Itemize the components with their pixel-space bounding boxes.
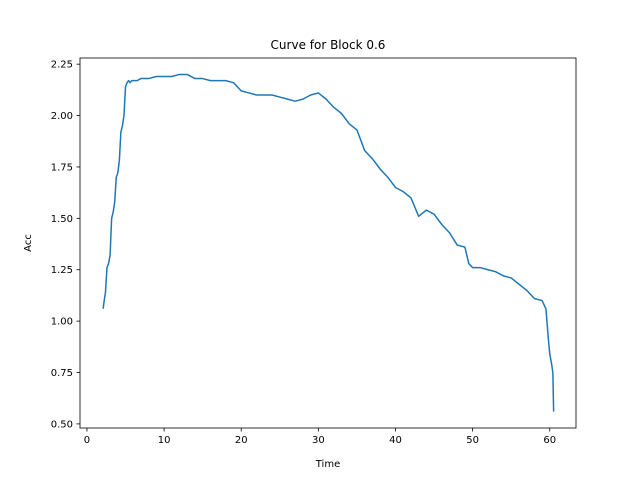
series-line xyxy=(102,73,555,412)
y-tick-label: 1.00 xyxy=(51,317,73,328)
y-axis-label: Acc xyxy=(23,234,34,252)
x-tick-label: 20 xyxy=(235,435,248,446)
y-tick-label: 2.25 xyxy=(51,60,73,71)
plot-frame xyxy=(79,57,577,429)
y-tick-label: 1.25 xyxy=(51,265,73,276)
x-tick-label: 40 xyxy=(389,435,402,446)
series-layer xyxy=(102,73,555,412)
x-tick-label: 50 xyxy=(466,435,479,446)
y-tick-label: 2.00 xyxy=(51,111,73,122)
x-tick-label: 30 xyxy=(312,435,325,446)
x-axis-label: Time xyxy=(315,459,340,470)
chart-title: Curve for Block 0.6 xyxy=(271,38,386,52)
y-tick-label: 1.75 xyxy=(51,162,73,173)
y-tick-label: 0.75 xyxy=(51,368,73,379)
x-tick-label: 0 xyxy=(84,435,90,446)
ticks-layer: 0 10 20 30 40 50 60 0.50 0.75 1.00 1.25 1.50 1.75 2.0… xyxy=(51,60,556,446)
x-tick-label: 60 xyxy=(543,435,556,446)
x-tick-label: 10 xyxy=(158,435,171,446)
y-tick-label: 1.50 xyxy=(51,214,73,225)
y-tick-label: 0.50 xyxy=(51,419,73,430)
